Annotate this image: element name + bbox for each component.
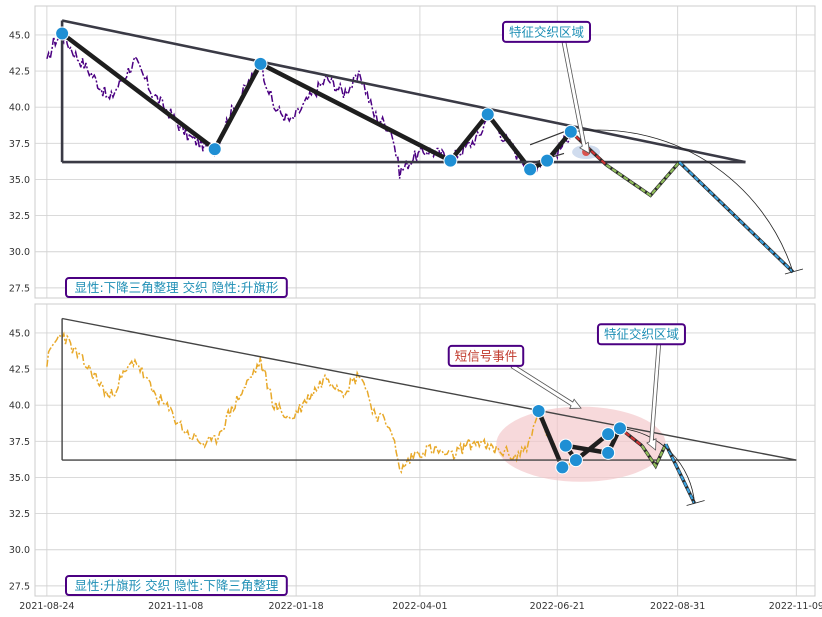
pivot-point	[613, 421, 627, 436]
arc-end-marker	[784, 268, 804, 275]
x-tick-label: 2022-04-01	[392, 601, 447, 612]
pivot-point	[555, 460, 570, 475]
callout-arrow	[561, 40, 590, 155]
y-tick-label: 32.5	[9, 211, 30, 222]
y-tick-label: 42.5	[9, 365, 30, 376]
y-tick-label: 42.5	[9, 67, 30, 78]
projection-arc	[570, 129, 794, 273]
x-tick-label: 2022-08-31	[650, 601, 705, 612]
pivot-point	[253, 56, 268, 71]
y-tick-label: 40.0	[9, 401, 30, 412]
pivot-point	[540, 153, 555, 168]
pivot-point	[480, 107, 495, 122]
arc-end-marker	[686, 500, 705, 506]
pivot-point	[531, 403, 546, 418]
projection-segment	[641, 443, 667, 469]
pivot-point	[563, 124, 578, 139]
y-tick-label: 37.5	[9, 437, 30, 448]
pivot-point	[55, 26, 70, 41]
pattern-label-box	[65, 277, 288, 298]
y-tick-label: 35.0	[9, 175, 30, 186]
pivot-point	[207, 142, 222, 157]
pivot-point	[601, 427, 616, 442]
callout-arrow	[510, 363, 582, 409]
pattern-label-text: 显性:升旗形 交织 隐性:下降三角整理	[74, 578, 278, 593]
pattern-label-text: 显性:下降三角整理 交织 隐性:升旗形	[74, 280, 278, 295]
bottom-panel: 27.5 30.0 32.5 35.0 37.5 40.0 42.5 45.0 2021-08-…	[9, 303, 822, 612]
pivot-point	[558, 438, 573, 453]
projection-segment	[678, 161, 794, 273]
callout-text: 特征交织区域	[604, 327, 679, 342]
projection-segment	[605, 161, 681, 197]
x-tick-label: 2021-08-24	[19, 601, 74, 612]
pivot-point	[523, 162, 538, 177]
y-tick-label: 45.0	[9, 328, 30, 339]
pattern-label-box	[65, 575, 288, 596]
top-panel: 27.5 30.0 32.5 35.0 37.5 40.0 42.5 45.0 特征交织区域显性…	[9, 5, 816, 299]
y-tick-label: 27.5	[9, 283, 30, 294]
y-tick-label: 35.0	[9, 473, 30, 484]
callout-arrow	[646, 342, 662, 451]
plot-area	[34, 303, 816, 597]
y-tick-label: 27.5	[9, 581, 30, 592]
y-tick-label: 37.5	[9, 139, 30, 150]
pattern-line-triangle	[61, 19, 746, 164]
pivot-point	[568, 453, 583, 468]
pattern-line-thick	[536, 410, 565, 469]
price-series-line	[46, 33, 577, 179]
price-series-line	[46, 331, 575, 475]
x-tick-label: 2022-11-09	[769, 601, 822, 612]
callout-box	[502, 20, 591, 43]
plot-area	[34, 5, 816, 299]
pivot-point	[443, 153, 458, 168]
y-tick-label: 45.0	[9, 30, 30, 41]
callout-text: 特征交织区域	[509, 24, 584, 39]
projection-arc	[619, 427, 695, 504]
pattern-line-triangle	[61, 317, 797, 461]
projection-segment	[664, 443, 696, 504]
y-tick-label: 32.5	[9, 509, 30, 520]
callout-box	[596, 323, 686, 346]
y-tick-label: 30.0	[9, 545, 30, 556]
x-tick-label: 2022-01-18	[269, 601, 324, 612]
callout-box	[447, 344, 525, 367]
callout-text: 短信号事件	[455, 348, 518, 363]
pattern-line-thin	[529, 131, 565, 146]
pivot-point	[601, 445, 616, 460]
y-tick-label: 40.0	[9, 103, 30, 114]
x-tick-label: 2021-11-08	[148, 601, 203, 612]
x-tick-label: 2022-06-21	[530, 601, 585, 612]
y-tick-label: 30.0	[9, 247, 30, 258]
